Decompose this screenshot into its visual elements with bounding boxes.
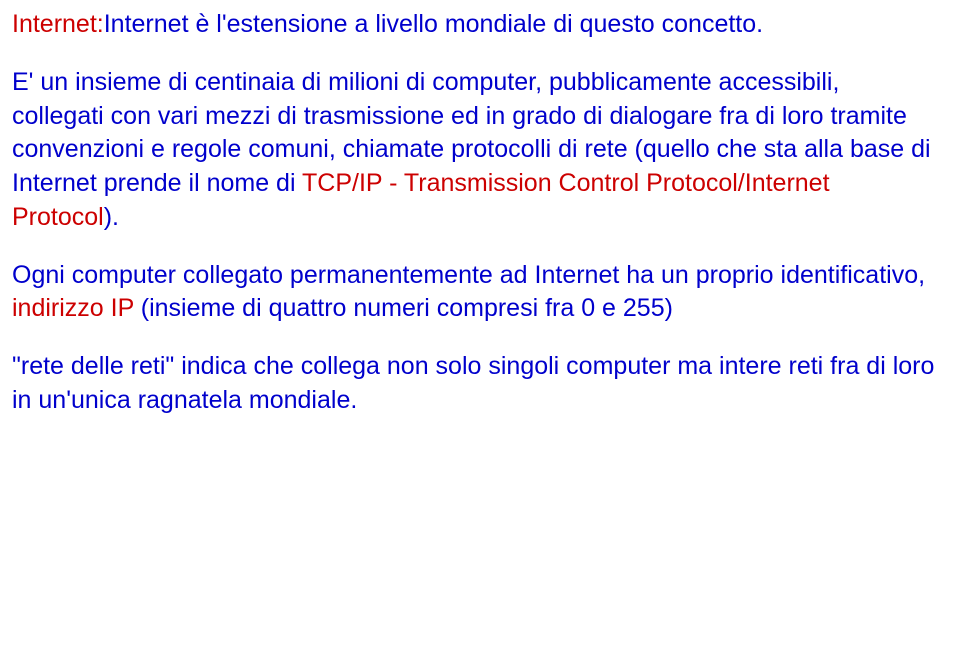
paragraph-1: Internet:Internet è l'estensione a livel… [12,8,936,42]
paragraph-2: E' un insieme di centinaia di milioni di… [12,66,936,235]
text-run: ). [104,203,119,231]
paragraph-4: "rete delle reti" indica che collega non… [12,350,936,418]
text-run: Ogni computer collegato permanentemente … [12,261,925,289]
text-run: "rete delle reti" indica che collega non… [12,352,934,414]
text-run: (insieme di quattro numeri compresi fra … [141,294,673,322]
text-run: Internet: [12,10,104,38]
paragraph-3: Ogni computer collegato permanentemente … [12,259,936,327]
text-run: Internet è l'estensione a livello mondia… [104,10,763,38]
text-run: indirizzo IP [12,294,141,322]
document-body: Internet:Internet è l'estensione a livel… [12,8,936,418]
